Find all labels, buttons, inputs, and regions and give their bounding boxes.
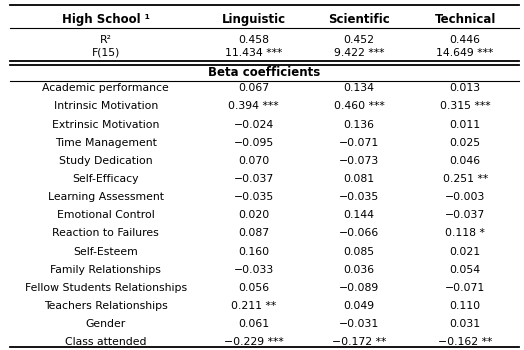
Text: 0.134: 0.134: [343, 83, 375, 93]
Text: Self-Esteem: Self-Esteem: [73, 246, 138, 257]
Text: Reaction to Failures: Reaction to Failures: [52, 229, 159, 238]
Text: −0.073: −0.073: [339, 156, 379, 166]
Text: −0.071: −0.071: [339, 138, 379, 148]
Text: 0.067: 0.067: [238, 83, 269, 93]
Text: Family Relationships: Family Relationships: [50, 265, 161, 275]
Text: Intrinsic Motivation: Intrinsic Motivation: [53, 102, 158, 111]
Text: −0.172 **: −0.172 **: [332, 337, 386, 347]
Text: Emotional Control: Emotional Control: [57, 210, 155, 220]
Text: −0.003: −0.003: [445, 192, 485, 202]
Text: 0.136: 0.136: [343, 119, 375, 130]
Text: −0.229 ***: −0.229 ***: [224, 337, 283, 347]
Text: Teachers Relationships: Teachers Relationships: [44, 301, 168, 311]
Text: 0.211 **: 0.211 **: [231, 301, 276, 311]
Text: 0.061: 0.061: [238, 319, 269, 329]
Text: 0.054: 0.054: [450, 265, 481, 275]
Text: 0.020: 0.020: [238, 210, 269, 220]
Text: 0.452: 0.452: [343, 35, 375, 45]
Text: 0.013: 0.013: [450, 83, 481, 93]
Text: −0.037: −0.037: [234, 174, 274, 184]
Text: −0.037: −0.037: [445, 210, 485, 220]
Text: 0.315 ***: 0.315 ***: [440, 102, 490, 111]
Text: 0.081: 0.081: [343, 174, 375, 184]
Text: Scientific: Scientific: [328, 13, 390, 26]
Text: 0.036: 0.036: [343, 265, 375, 275]
Text: 0.394 ***: 0.394 ***: [228, 102, 279, 111]
Text: −0.035: −0.035: [339, 192, 379, 202]
Text: Academic performance: Academic performance: [42, 83, 169, 93]
Text: R²: R²: [100, 35, 112, 45]
Text: 0.251 **: 0.251 **: [442, 174, 488, 184]
Text: 0.087: 0.087: [238, 229, 269, 238]
Text: Time Management: Time Management: [55, 138, 157, 148]
Text: Class attended: Class attended: [65, 337, 147, 347]
Text: 0.085: 0.085: [343, 246, 375, 257]
Text: Linguistic: Linguistic: [222, 13, 286, 26]
Text: 14.649 ***: 14.649 ***: [436, 48, 494, 57]
Text: −0.162 **: −0.162 **: [438, 337, 493, 347]
Text: 0.458: 0.458: [238, 35, 269, 45]
Text: 0.446: 0.446: [450, 35, 481, 45]
Text: 0.056: 0.056: [238, 283, 269, 293]
Text: 0.160: 0.160: [238, 246, 269, 257]
Text: Learning Assessment: Learning Assessment: [48, 192, 164, 202]
Text: Beta coefficients: Beta coefficients: [209, 66, 321, 79]
Text: F(15): F(15): [92, 48, 120, 57]
Text: 0.070: 0.070: [238, 156, 269, 166]
Text: 0.049: 0.049: [343, 301, 375, 311]
Text: −0.095: −0.095: [234, 138, 274, 148]
Text: 0.046: 0.046: [450, 156, 481, 166]
Text: −0.071: −0.071: [445, 283, 485, 293]
Text: −0.031: −0.031: [339, 319, 379, 329]
Text: 0.025: 0.025: [450, 138, 481, 148]
Text: 0.021: 0.021: [450, 246, 481, 257]
Text: 9.422 ***: 9.422 ***: [334, 48, 384, 57]
Text: Fellow Students Relationships: Fellow Students Relationships: [25, 283, 187, 293]
Text: High School ¹: High School ¹: [62, 13, 150, 26]
Text: 0.460 ***: 0.460 ***: [334, 102, 384, 111]
Text: Gender: Gender: [85, 319, 126, 329]
Text: 11.434 ***: 11.434 ***: [225, 48, 282, 57]
Text: Technical: Technical: [434, 13, 496, 26]
Text: Study Dedication: Study Dedication: [59, 156, 152, 166]
Text: −0.024: −0.024: [234, 119, 274, 130]
Text: −0.033: −0.033: [234, 265, 274, 275]
Text: 0.031: 0.031: [450, 319, 481, 329]
Text: Extrinsic Motivation: Extrinsic Motivation: [52, 119, 159, 130]
Text: 0.144: 0.144: [343, 210, 375, 220]
Text: −0.035: −0.035: [234, 192, 274, 202]
Text: 0.118 *: 0.118 *: [445, 229, 485, 238]
Text: 0.011: 0.011: [450, 119, 481, 130]
Text: −0.066: −0.066: [339, 229, 379, 238]
Text: −0.089: −0.089: [339, 283, 379, 293]
Text: Self-Efficacy: Self-Efficacy: [72, 174, 139, 184]
Text: 0.110: 0.110: [450, 301, 481, 311]
